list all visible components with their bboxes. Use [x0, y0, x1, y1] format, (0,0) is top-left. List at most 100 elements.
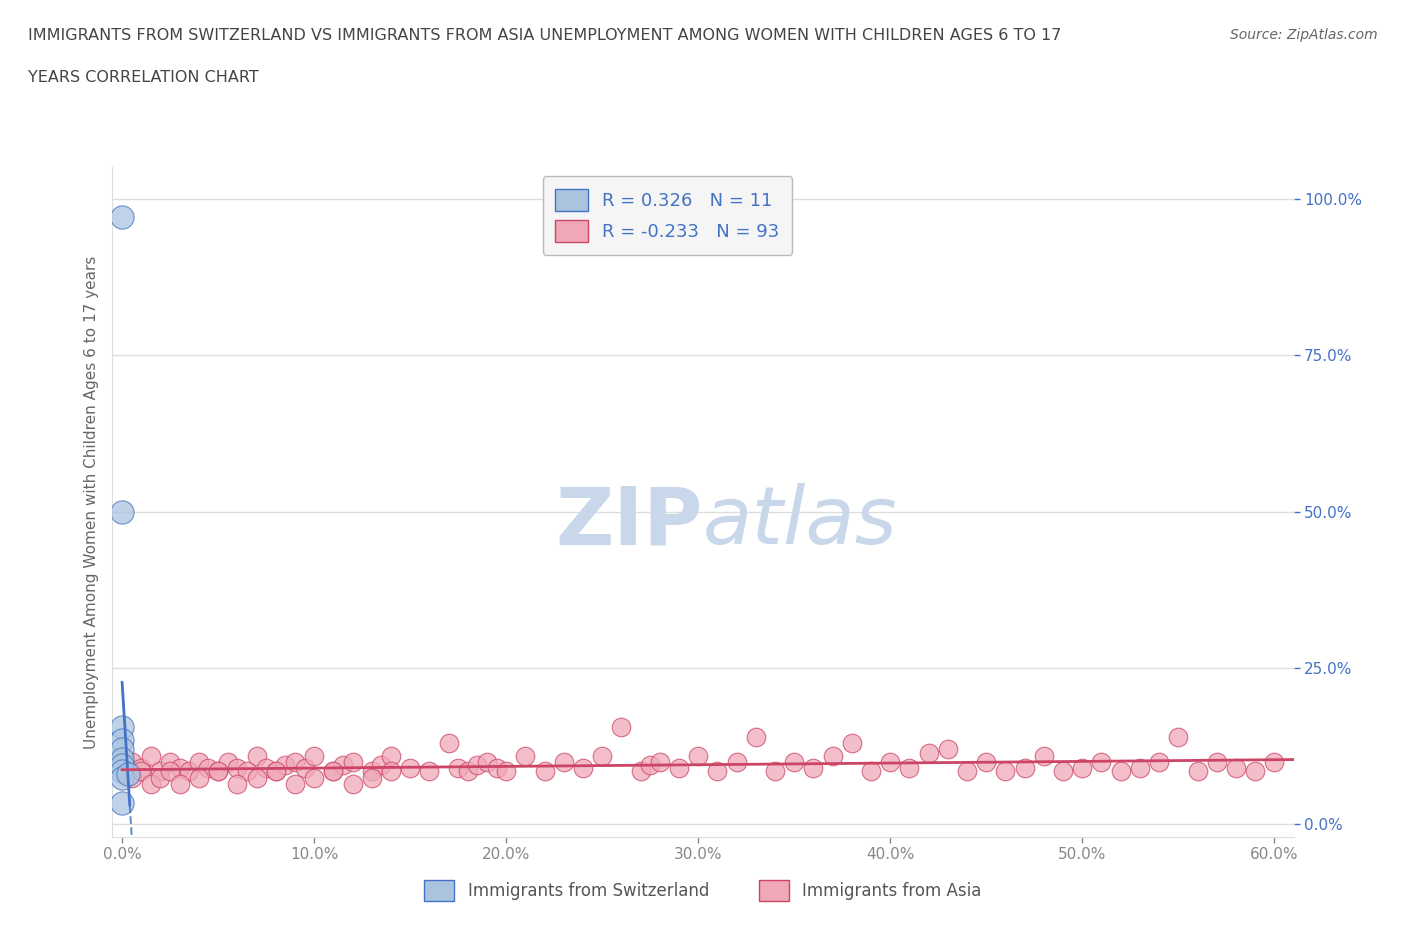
Point [226, 777, 249, 791]
Point [418, 764, 440, 778]
Point [447, 761, 470, 776]
Point [1225, 761, 1247, 776]
Point [111, 733, 134, 748]
Point [360, 764, 382, 778]
Point [207, 764, 229, 778]
Point [294, 761, 316, 776]
Point [763, 764, 786, 778]
Point [111, 795, 134, 810]
Point [688, 749, 710, 764]
Point [936, 742, 959, 757]
Point [245, 770, 267, 785]
Point [264, 764, 287, 778]
Point [648, 754, 671, 769]
Point [994, 764, 1017, 778]
Point [841, 736, 863, 751]
Point [139, 749, 162, 764]
Point [236, 764, 259, 778]
Point [360, 770, 382, 785]
Point [572, 761, 595, 776]
Text: atlas: atlas [703, 484, 898, 562]
Legend: Immigrants from Switzerland, Immigrants from Asia: Immigrants from Switzerland, Immigrants … [416, 872, 990, 909]
Point [129, 764, 152, 778]
Point [821, 749, 844, 764]
Point [197, 761, 219, 776]
Y-axis label: Unemployment Among Women with Children Ages 6 to 17 years: Unemployment Among Women with Children A… [83, 256, 98, 749]
Text: ZIP: ZIP [555, 484, 703, 562]
Point [159, 754, 181, 769]
Point [553, 754, 575, 769]
Point [111, 758, 134, 773]
Point [274, 758, 297, 773]
Point [111, 751, 134, 766]
Point [254, 761, 277, 776]
Point [1109, 764, 1132, 778]
Point [1032, 749, 1054, 764]
Point [121, 754, 143, 769]
Point [245, 749, 267, 764]
Point [169, 777, 191, 791]
Text: IMMIGRANTS FROM SWITZERLAND VS IMMIGRANTS FROM ASIA UNEMPLOYMENT AMONG WOMEN WIT: IMMIGRANTS FROM SWITZERLAND VS IMMIGRANT… [28, 28, 1062, 43]
Point [284, 777, 307, 791]
Point [1263, 754, 1285, 769]
Point [638, 758, 661, 773]
Point [332, 758, 354, 773]
Point [370, 758, 392, 773]
Point [302, 749, 325, 764]
Point [179, 764, 201, 778]
Point [725, 754, 748, 769]
Point [342, 754, 364, 769]
Point [917, 745, 939, 760]
Point [159, 764, 181, 778]
Point [1129, 761, 1152, 776]
Point [1244, 764, 1267, 778]
Point [591, 749, 613, 764]
Point [111, 764, 134, 778]
Point [169, 761, 191, 776]
Point [706, 764, 728, 778]
Point [149, 764, 172, 778]
Point [475, 754, 498, 769]
Point [399, 761, 422, 776]
Point [783, 754, 806, 769]
Point [187, 770, 209, 785]
Point [1090, 754, 1112, 769]
Point [457, 764, 479, 778]
Point [380, 764, 402, 778]
Point [956, 764, 979, 778]
Point [495, 764, 517, 778]
Point [745, 729, 768, 744]
Point [149, 770, 172, 785]
Point [485, 761, 508, 776]
Point [111, 742, 134, 757]
Point [1071, 761, 1094, 776]
Point [117, 767, 139, 782]
Point [129, 761, 152, 776]
Point [217, 754, 239, 769]
Point [533, 764, 555, 778]
Point [302, 770, 325, 785]
Point [630, 764, 652, 778]
Point [111, 720, 134, 735]
Point [322, 764, 344, 778]
Point [322, 764, 344, 778]
Point [437, 736, 460, 751]
Point [207, 764, 229, 778]
Point [380, 749, 402, 764]
Point [1205, 754, 1227, 769]
Point [187, 754, 209, 769]
Point [111, 504, 134, 519]
Point [1014, 761, 1036, 776]
Point [515, 749, 537, 764]
Point [898, 761, 921, 776]
Point [111, 210, 134, 225]
Point [860, 764, 883, 778]
Point [1187, 764, 1209, 778]
Point [803, 761, 825, 776]
Point [1147, 754, 1170, 769]
Point [974, 754, 997, 769]
Text: YEARS CORRELATION CHART: YEARS CORRELATION CHART [28, 70, 259, 85]
Point [879, 754, 901, 769]
Point [467, 758, 489, 773]
Text: Source: ZipAtlas.com: Source: ZipAtlas.com [1230, 28, 1378, 42]
